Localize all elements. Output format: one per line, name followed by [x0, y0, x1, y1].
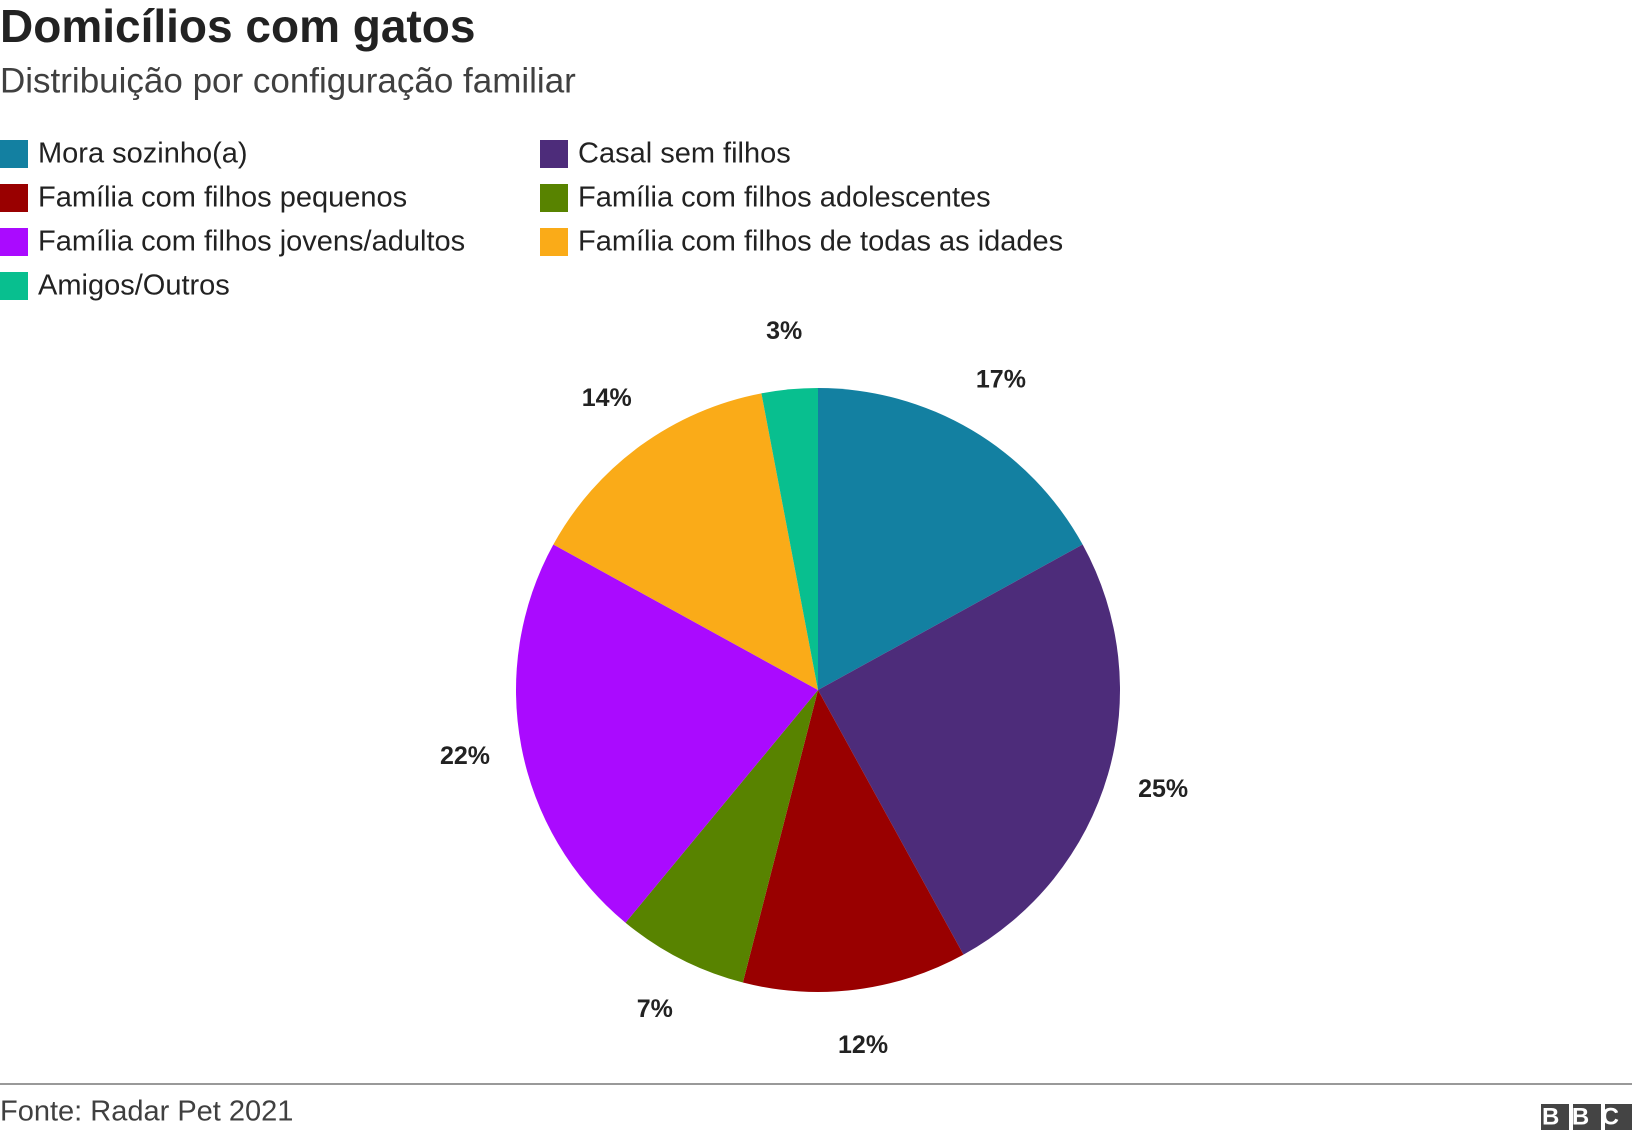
legend-swatch — [0, 228, 28, 256]
legend-label: Casal sem filhos — [578, 138, 791, 170]
data-label: 25% — [1138, 775, 1188, 803]
legend-label: Família com filhos de todas as idades — [578, 226, 1063, 258]
pie-slice — [818, 388, 1083, 690]
legend-label: Mora sozinho(a) — [38, 138, 248, 170]
legend-label: Família com filhos pequenos — [38, 182, 407, 214]
pie-slice — [553, 393, 818, 690]
source: Fonte: Radar Pet 2021 — [0, 1096, 293, 1128]
legend-swatch — [540, 140, 568, 168]
legend-swatch — [0, 140, 28, 168]
legend-swatch — [540, 184, 568, 212]
legend-label: Amigos/Outros — [38, 270, 230, 302]
pie-slice — [761, 388, 818, 690]
data-label: 14% — [582, 384, 632, 412]
data-label: 22% — [440, 742, 490, 770]
pie-slice — [742, 690, 964, 992]
chart-title: Domicílios com gatos — [0, 0, 475, 52]
legend-swatch — [0, 184, 28, 212]
pie-slice — [625, 690, 818, 983]
logo-text: BBC — [1542, 1103, 1632, 1130]
data-label: 12% — [838, 1031, 888, 1059]
pie-slice — [516, 544, 818, 923]
pie-slice — [818, 544, 1120, 955]
logo: BBC — [1541, 1103, 1632, 1130]
data-label: 7% — [637, 995, 673, 1023]
data-label: 17% — [976, 365, 1026, 393]
legend-label: Família com filhos jovens/adultos — [38, 226, 465, 258]
data-label: 3% — [766, 317, 802, 345]
legend-label: Família com filhos adolescentes — [578, 182, 991, 214]
legend-swatch — [540, 228, 568, 256]
legend-swatch — [0, 272, 28, 300]
chart-subtitle: Distribuição por configuração familiar — [0, 61, 576, 100]
